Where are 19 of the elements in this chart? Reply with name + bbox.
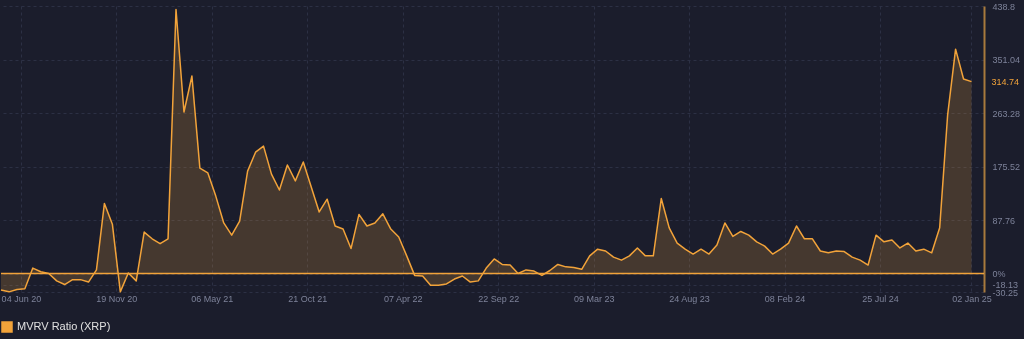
- legend-label: MVRV Ratio (XRP): [17, 320, 111, 332]
- x-tick-label: 02 Jan 25: [952, 293, 992, 304]
- y-tick-label: 0%: [992, 269, 1006, 280]
- x-tick-label: 09 Mar 23: [573, 293, 615, 304]
- y-tick-label: 175.52: [992, 162, 1021, 173]
- y-tick-label: 263.28: [992, 108, 1021, 119]
- x-tick-label: 08 Feb 24: [764, 293, 806, 304]
- y-tick-label: 438.8: [992, 1, 1016, 12]
- x-tick-label: 04 Jun 20: [1, 293, 42, 304]
- x-tick-label: 21 Oct 21: [288, 293, 328, 304]
- x-tick-label: 19 Nov 20: [96, 293, 138, 304]
- x-tick-label: 22 Sep 22: [478, 293, 520, 304]
- annotation: 314.74: [991, 76, 1020, 87]
- x-tick-label: 06 May 21: [191, 293, 234, 304]
- x-tick-label: 25 Jul 24: [862, 293, 899, 304]
- x-tick-label: 24 Aug 23: [669, 293, 710, 304]
- y-tick-label: 87.76: [992, 215, 1016, 226]
- y-tick-label: 351.04: [992, 55, 1021, 66]
- x-tick-label: 07 Apr 22: [383, 293, 423, 304]
